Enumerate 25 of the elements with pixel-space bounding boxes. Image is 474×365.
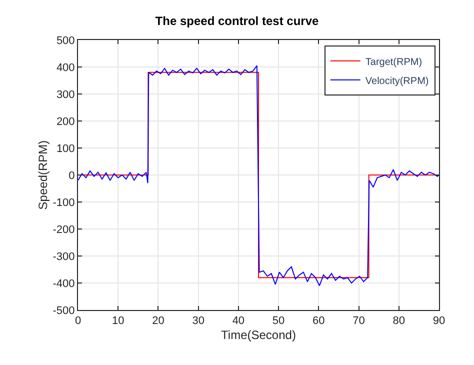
- y-tick-label: -200: [52, 224, 75, 236]
- x-tick-label: 50: [272, 315, 285, 328]
- x-tick-label: 60: [312, 315, 325, 328]
- y-tick-label: 200: [56, 116, 75, 128]
- x-tick-label: 80: [392, 315, 406, 328]
- y-tick-label: 100: [56, 142, 75, 155]
- y-axis-title: Speed(RPM): [36, 140, 50, 210]
- x-axis-title: Time(Second): [221, 328, 296, 342]
- y-tick-label: -400: [52, 278, 75, 290]
- x-tick-label: 90: [432, 315, 446, 328]
- legend-label: Target(RPM): [365, 56, 422, 68]
- y-tick-label: 300: [56, 88, 75, 101]
- y-tick-label: -300: [52, 250, 75, 263]
- legend-label: Velocity(RPM): [365, 76, 429, 87]
- x-tick-label: 30: [192, 315, 204, 328]
- x-tick-label: 20: [152, 315, 164, 328]
- y-tick-label: -500: [52, 304, 75, 317]
- y-tick-label: -100: [52, 196, 75, 209]
- x-tick-label: 10: [112, 315, 124, 328]
- y-tick-label: 400: [56, 62, 75, 74]
- x-tick-label: 70: [352, 315, 365, 328]
- chart-title: The speed control test curve: [155, 14, 320, 28]
- y-tick-label: 500: [56, 34, 75, 47]
- x-tick-label: 40: [232, 315, 245, 328]
- y-tick-label: 0: [68, 170, 75, 182]
